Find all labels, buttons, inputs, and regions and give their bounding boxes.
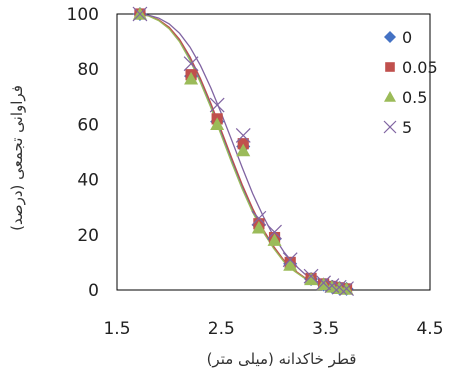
legend: 0 0.05 0.5 5 <box>383 28 438 137</box>
legend-marker-0 <box>384 31 396 43</box>
data-point-0.5 <box>283 258 298 271</box>
x-tick-label: 3.5 <box>312 319 339 339</box>
data-point-5 <box>267 224 282 240</box>
data-point-5 <box>251 210 267 226</box>
y-tick-label: 40 <box>77 171 99 191</box>
legend-marker-0.05 <box>385 62 395 72</box>
data-point-0.5 <box>304 272 319 286</box>
legend-label: 0.5 <box>402 88 427 107</box>
legend-label: 0.05 <box>402 58 438 77</box>
data-point-0.5 <box>210 117 225 130</box>
data-point-5 <box>282 252 298 268</box>
y-axis-ticks: 0 20 40 60 80 100 <box>67 5 99 301</box>
data-point-5 <box>132 6 148 22</box>
data-markers <box>132 6 354 297</box>
y-axis-label: فراوانی تجمعی (درصد) <box>8 85 26 231</box>
x-axis-ticks: 1.5 2.5 3.5 4.5 <box>103 319 443 339</box>
data-point-0.5 <box>251 220 266 234</box>
data-point-5 <box>339 281 354 297</box>
plot-frame <box>116 13 431 291</box>
x-tick-label: 1.5 <box>103 319 130 339</box>
data-point-0.5 <box>267 233 282 246</box>
x-axis-label: قطر خاکدانه (میلی متر) <box>207 350 357 368</box>
legend-label: 0 <box>402 28 412 47</box>
data-point-5 <box>235 128 251 143</box>
data-point-0.5 <box>236 143 251 157</box>
data-point-5 <box>209 97 225 113</box>
x-tick-label: 4.5 <box>416 319 443 339</box>
plot-area <box>116 6 431 297</box>
data-point-5 <box>183 56 199 72</box>
data-point-5 <box>303 268 319 284</box>
legend-marker-5 <box>383 120 397 134</box>
y-tick-label: 0 <box>88 281 99 301</box>
legend-marker-0.5 <box>384 91 396 102</box>
legend-label: 5 <box>402 118 412 137</box>
y-tick-label: 100 <box>67 5 99 25</box>
x-tick-label: 2.5 <box>208 319 235 339</box>
y-tick-label: 60 <box>77 115 99 135</box>
data-point-5 <box>316 275 332 291</box>
y-tick-label: 80 <box>77 60 99 80</box>
y-tick-label: 20 <box>77 226 99 246</box>
data-point-0.5 <box>184 71 199 85</box>
